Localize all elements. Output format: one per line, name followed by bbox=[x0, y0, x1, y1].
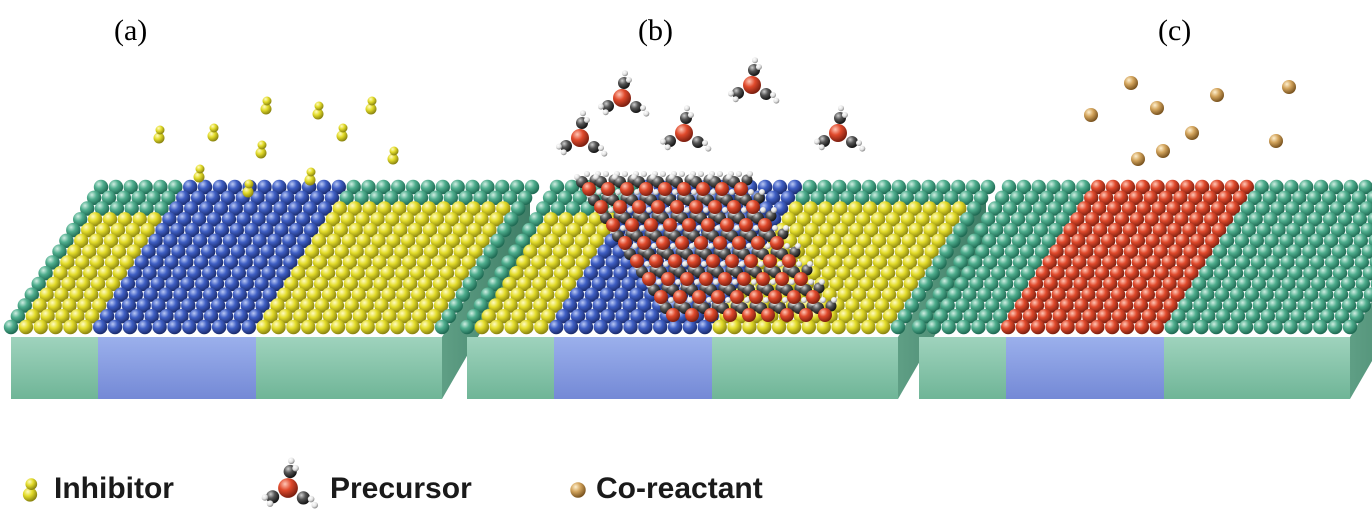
legend-coreactant-icon bbox=[570, 482, 586, 498]
inhibitor-molecule bbox=[387, 146, 399, 165]
precursor-molecule bbox=[598, 70, 650, 117]
coreactant-molecule bbox=[1269, 134, 1283, 148]
floating-inhibitors bbox=[153, 96, 399, 198]
legend-precursor-icon bbox=[261, 457, 319, 509]
inhibitor-molecule bbox=[153, 125, 165, 144]
inhibitor-molecule bbox=[260, 96, 272, 115]
panel-label-a: (a) bbox=[114, 14, 148, 47]
inhibitor-molecule bbox=[193, 164, 205, 183]
legend-inhibitor-label: Inhibitor bbox=[54, 472, 174, 505]
precursor-molecule bbox=[728, 57, 780, 104]
coreactant-molecule bbox=[1156, 144, 1170, 158]
coreactant-molecule bbox=[1185, 126, 1199, 140]
floating-precursors bbox=[556, 57, 866, 157]
panel-c bbox=[911, 179, 1372, 399]
substrate-front-green bbox=[712, 337, 898, 399]
coreactant-molecule bbox=[1084, 108, 1098, 122]
precursor-molecule bbox=[660, 105, 712, 152]
substrate-front-green bbox=[11, 337, 98, 399]
surface-atoms bbox=[911, 179, 1372, 335]
substrate-front-green bbox=[919, 337, 1006, 399]
substrate-front-green bbox=[467, 337, 554, 399]
inhibitor-molecule bbox=[304, 167, 316, 186]
legend-coreactant-label: Co-reactant bbox=[596, 472, 763, 505]
inhibitor-molecule bbox=[312, 101, 324, 120]
inhibitor-molecule bbox=[336, 123, 348, 142]
inhibitor-molecule bbox=[242, 179, 254, 198]
coreactant-molecule bbox=[1124, 76, 1138, 90]
panel-label-c: (c) bbox=[1158, 14, 1192, 47]
surface-atoms bbox=[459, 179, 996, 335]
legend-precursor-label: Precursor bbox=[330, 472, 472, 505]
surface-atoms bbox=[3, 179, 540, 335]
floating-coreactants bbox=[1084, 76, 1296, 166]
substrate-front-green bbox=[256, 337, 442, 399]
precursor-molecule bbox=[814, 105, 866, 152]
substrate-front-green bbox=[1164, 337, 1350, 399]
panel-a bbox=[3, 179, 540, 399]
coreactant-molecule bbox=[1131, 152, 1145, 166]
inhibitor-molecule bbox=[255, 140, 267, 159]
coreactant-molecule bbox=[1210, 88, 1224, 102]
legend-inhibitor-icon bbox=[22, 478, 38, 502]
substrate-front-blue bbox=[98, 337, 256, 399]
substrate-side bbox=[1350, 301, 1372, 399]
substrate-front-blue bbox=[554, 337, 712, 399]
coreactant-molecule bbox=[1150, 101, 1164, 115]
precursor-molecule bbox=[556, 110, 608, 157]
inhibitor-molecule bbox=[207, 123, 219, 142]
panel-label-b: (b) bbox=[638, 14, 673, 47]
legend-icons bbox=[22, 457, 586, 509]
adsorbed-precursor-layer bbox=[574, 171, 837, 322]
coreactant-molecule bbox=[1282, 80, 1296, 94]
panel-b bbox=[459, 179, 996, 399]
inhibitor-molecule bbox=[365, 96, 377, 115]
substrate-front-blue bbox=[1006, 337, 1164, 399]
